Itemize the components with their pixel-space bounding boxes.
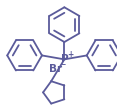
Text: P: P [61, 54, 68, 64]
Text: +: + [67, 50, 74, 59]
Text: −: − [59, 60, 65, 69]
Text: Br: Br [49, 64, 62, 74]
